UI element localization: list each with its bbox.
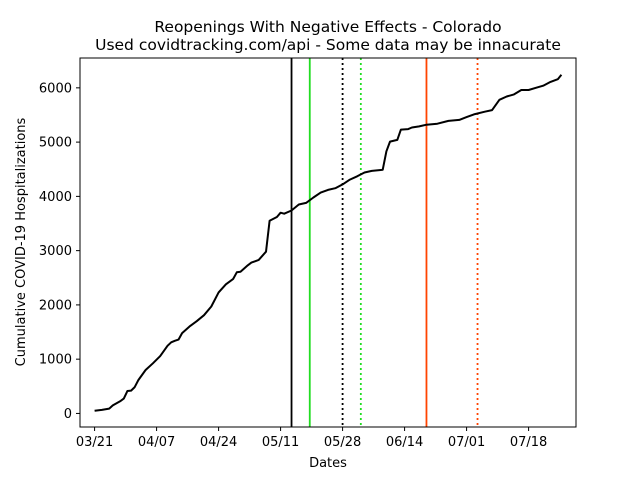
x-axis-label: Dates (309, 456, 347, 471)
x-tick-label: 07/18 (510, 435, 547, 450)
y-tick-label: 5000 (39, 136, 72, 151)
y-tick-label: 1000 (39, 353, 72, 368)
chart-subtitle: Used covidtracking.com/api - Some data m… (95, 36, 561, 54)
x-tick-label: 05/28 (324, 435, 361, 450)
x-tick-label: 07/01 (448, 435, 485, 450)
y-tick-label: 6000 (39, 81, 72, 96)
y-tick-label: 2000 (39, 298, 72, 313)
x-tick-label: 06/14 (386, 435, 423, 450)
y-tick-label: 0 (64, 407, 72, 422)
x-tick-label: 04/07 (138, 435, 175, 450)
x-tick-label: 03/21 (76, 435, 113, 450)
axes-frame (79, 57, 577, 428)
series-line-1 (94, 74, 563, 412)
y-tick-label: 4000 (39, 190, 72, 205)
y-axis-label: Cumulative COVID-19 Hospitalizations (14, 117, 29, 366)
chart-title: Reopenings With Negative Effects - Color… (154, 18, 501, 36)
y-tick-label: 3000 (39, 244, 72, 259)
plot-area: 03/21 04/07 04/24 05/11 05/28 06/14 07/01 07/18… (39, 57, 577, 450)
x-tick-label: 05/11 (262, 435, 299, 450)
x-tick-label: 04/24 (200, 435, 237, 450)
